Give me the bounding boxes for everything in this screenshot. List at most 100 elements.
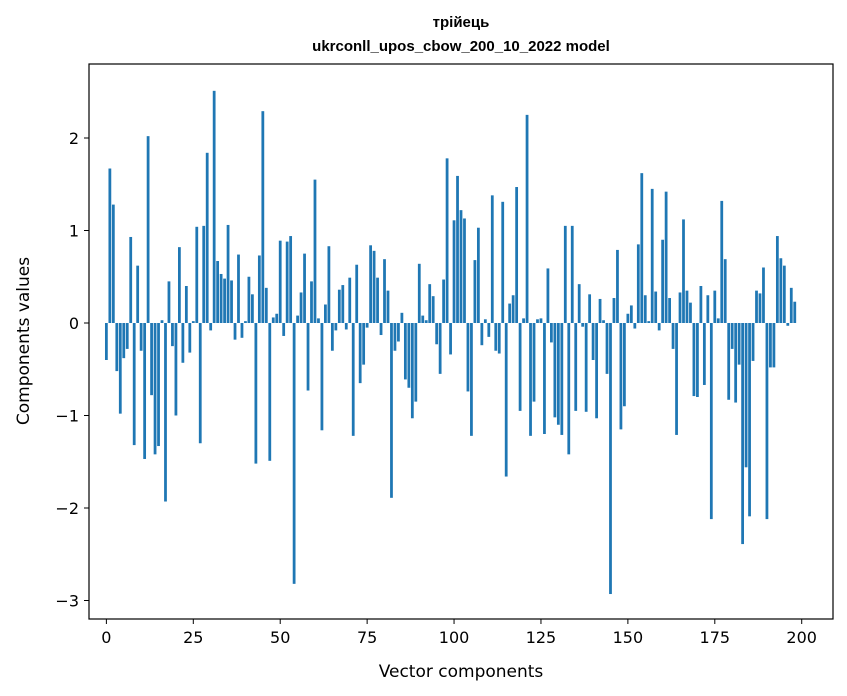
y-tick-label: −1 (55, 407, 79, 426)
bar (734, 323, 738, 403)
plot-frame (88, 63, 834, 620)
bar (240, 323, 244, 338)
bar (769, 323, 772, 368)
bar (438, 323, 442, 374)
bar (115, 323, 119, 372)
bar (164, 323, 167, 502)
bar (171, 323, 174, 347)
bar (251, 294, 254, 323)
x-axis-label: Vector components (379, 662, 544, 682)
bar (136, 265, 140, 323)
bar (591, 323, 595, 360)
bar (306, 323, 310, 391)
bar (476, 227, 480, 323)
bar (355, 264, 359, 323)
x-tick-label: 100 (439, 628, 470, 647)
bar (230, 280, 233, 323)
bar (348, 277, 352, 323)
bar (483, 319, 487, 323)
bar (748, 323, 751, 517)
x-tick-label: 75 (357, 628, 377, 647)
bar (463, 218, 466, 323)
bar (643, 295, 647, 323)
bar (713, 290, 717, 324)
bar (543, 323, 546, 434)
bar (598, 298, 602, 323)
bar (195, 226, 199, 323)
bar (414, 323, 418, 402)
bar (550, 323, 553, 343)
bar (605, 323, 609, 374)
bar (143, 323, 147, 459)
bar (160, 320, 164, 323)
bar (264, 287, 268, 323)
bar (379, 323, 383, 336)
bar (529, 323, 532, 436)
bar (546, 268, 550, 323)
bar (696, 323, 699, 397)
bar (536, 319, 539, 323)
bar (633, 323, 637, 329)
bar (741, 323, 744, 545)
bar (292, 323, 296, 584)
bar (459, 210, 463, 323)
bar (602, 320, 605, 323)
bar (581, 323, 585, 327)
bar (320, 323, 324, 431)
x-tick-label: 0 (101, 628, 111, 647)
y-tick-label: 0 (69, 314, 79, 333)
bar (511, 295, 515, 323)
bar (271, 317, 275, 323)
bar (675, 323, 678, 435)
bar (233, 323, 237, 340)
bar (191, 321, 195, 323)
bar (205, 152, 209, 323)
bar (244, 321, 247, 323)
bar (671, 323, 675, 349)
bar (268, 323, 272, 461)
bar (793, 301, 797, 323)
bar (623, 323, 626, 407)
bar (647, 321, 651, 323)
bar (226, 224, 230, 323)
bar (779, 258, 783, 323)
bar (668, 298, 671, 323)
bar (400, 312, 404, 323)
bar (369, 245, 372, 323)
bar (470, 323, 473, 436)
bar (330, 323, 334, 351)
bar (188, 323, 192, 353)
bar (344, 323, 348, 330)
bar (257, 255, 261, 323)
bar (442, 279, 446, 323)
bar (421, 315, 425, 323)
bar (616, 249, 619, 323)
bar (789, 287, 793, 323)
bar (390, 323, 393, 498)
bar (261, 111, 265, 323)
x-tick-label: 175 (700, 628, 731, 647)
bar (553, 323, 557, 418)
bar (473, 260, 477, 323)
bar (456, 175, 459, 323)
bar (341, 285, 345, 323)
bar (661, 239, 665, 323)
bar (108, 168, 112, 323)
bar (685, 290, 689, 324)
bar (428, 284, 432, 323)
bar (327, 246, 331, 323)
bar (682, 219, 685, 323)
bar (289, 236, 293, 323)
bar (609, 323, 612, 595)
bar (560, 323, 564, 435)
bar (212, 90, 216, 324)
bar (198, 323, 202, 444)
bar (362, 323, 366, 365)
bar (254, 323, 258, 464)
bar (275, 313, 279, 323)
bar (431, 296, 435, 323)
bar (636, 244, 640, 323)
bar (202, 225, 206, 323)
bar (504, 323, 508, 477)
bar (216, 261, 220, 323)
